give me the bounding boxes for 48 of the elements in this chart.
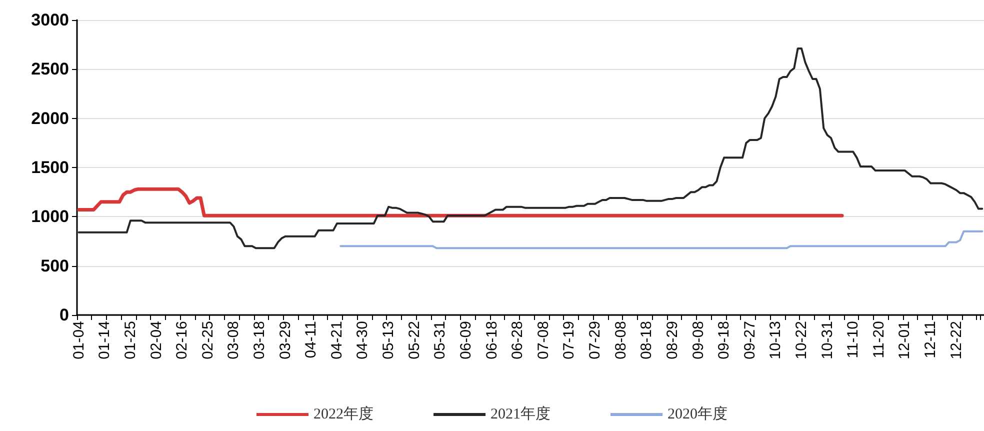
x-tick-label: 03-29 [276,321,294,360]
x-tick-label: 11-20 [870,321,888,358]
x-tick-label: 05-31 [432,321,449,360]
x-tick-label: 02-25 [199,321,216,360]
legend-label: 2022年度 [314,406,374,422]
x-tick-label: 08-18 [638,321,656,360]
legend-label: 2021年度 [490,406,550,422]
legend-label: 2020年度 [668,406,728,422]
y-tick-label: 500 [40,256,69,276]
x-tick-label: 04-30 [354,321,372,360]
x-tick-label: 02-04 [148,321,165,360]
x-tick-label: 01-25 [122,321,139,360]
x-tick-label: 04-11 [302,321,320,358]
x-tick-label: 07-19 [560,321,578,360]
x-tick-label: 02-16 [174,321,191,360]
x-tick-label: 08-08 [612,321,630,360]
x-tick-label: 01-04 [70,321,88,360]
y-tick-label: 2000 [31,108,69,128]
x-tick-label: 09-08 [690,321,707,360]
y-tick-label: 1000 [31,207,69,226]
line-series [340,230,984,250]
line-series [78,48,984,250]
x-tick-label: 12-11 [922,321,940,358]
x-tick-label: 03-08 [225,321,242,360]
x-tick-label: 10-13 [767,321,784,360]
x-tick-label: 05-22 [406,321,423,360]
x-tick-label: 10-31 [818,321,836,360]
y-tick-label: 3000 [31,10,69,30]
y-tick-label: 2500 [31,60,69,79]
x-tick-label: 10-22 [792,321,810,360]
x-tick-label: 08-29 [664,321,681,360]
y-tick-label: 0 [60,306,69,324]
x-tick-label: 11-10 [844,321,862,358]
y-tick-label: 1500 [31,158,69,177]
line-series [77,187,844,218]
x-tick-label: 09-18 [716,321,733,360]
x-tick-label: 05-13 [380,321,398,360]
x-tick-label: 01-14 [96,321,114,360]
x-tick-label: 06-09 [457,321,474,360]
x-tick-label: 03-18 [251,321,268,360]
x-tick-label: 09-27 [741,321,758,360]
x-tick-label: 06-28 [509,321,526,360]
x-tick-label: 06-18 [483,321,500,360]
x-tick-label: 07-29 [586,321,604,360]
x-tick-label: 04-21 [328,321,346,360]
x-tick-label: 12-22 [948,321,965,360]
x-tick-label: 12-01 [896,321,914,360]
x-tick-label: 07-08 [534,321,552,360]
